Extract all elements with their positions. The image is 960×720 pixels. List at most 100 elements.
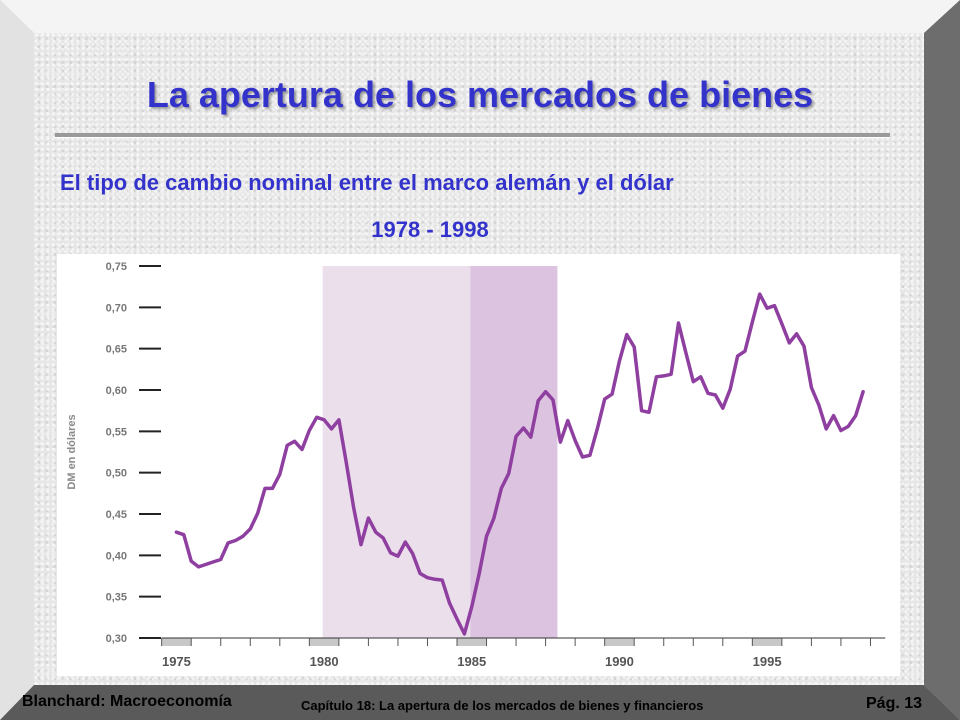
data-point <box>596 427 599 430</box>
y-tick-label: 0,50 <box>106 468 127 480</box>
title-divider <box>55 133 890 137</box>
data-point <box>699 375 702 378</box>
data-point <box>766 307 769 310</box>
data-point <box>507 472 510 475</box>
data-point <box>588 454 591 457</box>
data-point <box>463 632 466 635</box>
chart-panel: 0,30 0,35 0,40 0,45 0,50 0,55 0,60 0,65 0,70 0,75… <box>57 254 900 676</box>
slide-title: La apertura de los mercados de bienes <box>146 74 814 115</box>
exchange-rate-chart: 0,30 0,35 0,40 0,45 0,50 0,55 0,60 0,65 0,70 0,75… <box>66 261 886 669</box>
data-point <box>345 461 348 464</box>
data-point <box>854 414 857 417</box>
footer-author: Blanchard: Macroeconomía <box>22 693 232 710</box>
data-point <box>559 440 562 443</box>
data-point <box>411 552 414 555</box>
x-tick-label-1995: 1995 <box>753 654 782 669</box>
data-point <box>529 436 532 439</box>
data-point <box>610 393 613 396</box>
data-point <box>227 541 230 544</box>
footer-chapter: Capítulo 18: La apertura de los mercados… <box>301 698 704 713</box>
data-point <box>758 293 761 296</box>
y-tick-label: 0,60 <box>106 385 127 397</box>
data-point <box>389 551 392 554</box>
chart-subtitle: El tipo de cambio nominal entre el marco… <box>60 170 674 195</box>
data-point <box>286 444 289 447</box>
x-tick-label-1985: 1985 <box>457 654 486 669</box>
data-point <box>182 533 185 536</box>
data-point <box>537 399 540 402</box>
data-point <box>743 350 746 353</box>
y-tick-label: 0,30 <box>106 633 127 645</box>
y-tick-label: 0,70 <box>106 302 127 314</box>
data-point <box>278 473 281 476</box>
data-point <box>640 409 643 412</box>
data-point <box>485 535 488 538</box>
data-point <box>197 565 200 568</box>
data-point <box>625 333 628 336</box>
data-point <box>234 539 237 542</box>
data-point <box>300 448 303 451</box>
data-point <box>706 392 709 395</box>
data-point <box>544 390 547 393</box>
data-point <box>478 572 481 575</box>
data-point <box>861 390 864 393</box>
data-point <box>470 605 473 608</box>
data-point <box>684 351 687 354</box>
data-point <box>714 393 717 396</box>
data-point <box>308 429 311 432</box>
data-point <box>359 543 362 546</box>
data-point <box>832 414 835 417</box>
data-point <box>352 506 355 509</box>
data-point <box>212 560 215 563</box>
shaded-period-1 <box>322 266 471 638</box>
data-point <box>330 427 333 430</box>
data-point <box>315 416 318 419</box>
data-point <box>190 560 193 563</box>
data-point <box>574 439 577 442</box>
data-point <box>670 373 673 376</box>
data-point <box>647 411 650 414</box>
data-point <box>433 578 436 581</box>
y-tick-label: 0,35 <box>106 592 127 604</box>
data-point <box>367 517 370 520</box>
data-point <box>374 531 377 534</box>
y-tick-label: 0,40 <box>106 550 127 562</box>
data-point <box>263 487 266 490</box>
data-point <box>677 321 680 324</box>
data-point <box>256 512 259 515</box>
data-point <box>293 440 296 443</box>
data-point <box>729 388 732 391</box>
y-axis-label: DM en dólares <box>66 414 78 489</box>
data-point <box>603 397 606 400</box>
data-point <box>271 487 274 490</box>
data-point <box>175 531 178 534</box>
data-point <box>323 418 326 421</box>
data-point <box>396 555 399 558</box>
data-point <box>566 419 569 422</box>
data-point <box>817 403 820 406</box>
series-line <box>174 292 865 636</box>
x-tick-label-1990: 1990 <box>605 654 634 669</box>
data-point <box>773 304 776 307</box>
y-tick-label: 0,55 <box>106 426 127 438</box>
data-point <box>795 332 798 335</box>
x-tick-label-1975: 1975 <box>162 654 191 669</box>
y-tick-label: 0,75 <box>106 261 127 273</box>
data-point <box>249 527 252 530</box>
data-point <box>441 579 444 582</box>
year-marker-1995 <box>752 638 782 646</box>
data-point <box>721 407 724 410</box>
data-point <box>514 435 517 438</box>
data-point <box>522 426 525 429</box>
data-point <box>404 541 407 544</box>
data-point <box>736 355 739 358</box>
data-point <box>448 602 451 605</box>
y-tick-label: 0,45 <box>106 509 127 521</box>
data-point <box>492 517 495 520</box>
page-number: Pág. 13 <box>866 695 923 712</box>
data-point <box>551 398 554 401</box>
data-point <box>633 345 636 348</box>
data-point <box>418 572 421 575</box>
data-point <box>241 535 244 538</box>
